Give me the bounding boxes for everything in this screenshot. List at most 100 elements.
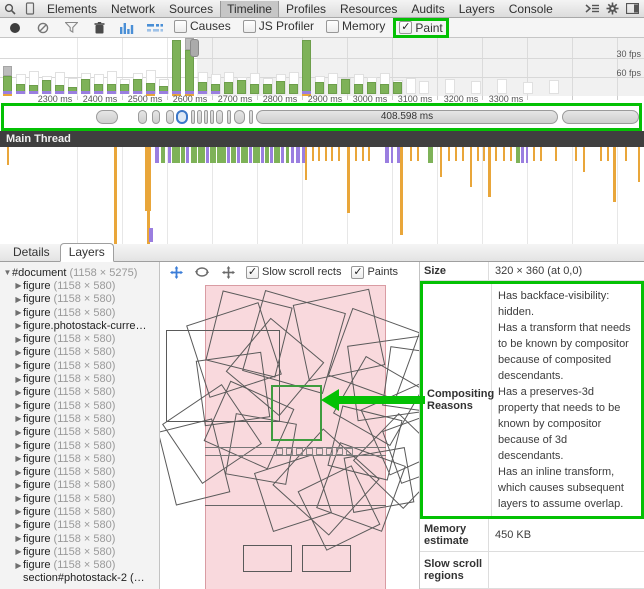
layer-tree-row[interactable]: ▶ figure (1158 × 580) bbox=[0, 479, 159, 492]
figure-layer-outline[interactable] bbox=[166, 330, 280, 422]
selected-layer-rect[interactable] bbox=[271, 385, 322, 441]
layer-tree-row[interactable]: ▶ figure (1158 × 580) bbox=[0, 399, 159, 412]
tab-audits[interactable]: Audits bbox=[411, 1, 445, 16]
checkbox-box[interactable]: ✓ bbox=[351, 265, 365, 279]
layer-tree-row[interactable]: ▶ figure (1158 × 580) bbox=[0, 439, 159, 452]
frame-pill[interactable] bbox=[227, 110, 231, 124]
paint-checkbox[interactable]: ✓ Paint bbox=[399, 21, 443, 35]
tab-layers[interactable]: Layers bbox=[458, 1, 495, 16]
tab-resources[interactable]: Resources bbox=[340, 1, 398, 16]
frame-pill[interactable] bbox=[166, 110, 174, 124]
layer-tree-row[interactable]: ▶ figure (1158 × 580) bbox=[0, 386, 159, 399]
frame-pill[interactable] bbox=[249, 110, 253, 124]
disclosure-triangle-icon[interactable]: ▶ bbox=[15, 454, 22, 464]
disclosure-triangle-icon[interactable]: ▶ bbox=[15, 281, 22, 291]
main-thread-flame-chart[interactable] bbox=[0, 147, 644, 244]
frame-pill[interactable] bbox=[234, 110, 245, 124]
gear-icon[interactable] bbox=[604, 2, 620, 16]
frame-pill[interactable] bbox=[96, 110, 118, 124]
disclosure-triangle-icon[interactable]: ▶ bbox=[15, 401, 22, 411]
clear-button[interactable] bbox=[34, 20, 52, 36]
layer-tree-row[interactable]: ▶ figure (1158 × 580) bbox=[0, 359, 159, 372]
disclosure-triangle-icon[interactable]: ▶ bbox=[15, 334, 22, 344]
frame-pill[interactable] bbox=[152, 110, 160, 124]
device-emulation-icon[interactable] bbox=[22, 2, 38, 16]
slow-scroll-rects-checkbox[interactable]: ✓ Slow scroll rects bbox=[246, 265, 341, 279]
disclosure-triangle-icon[interactable]: ▶ bbox=[15, 560, 22, 570]
disclosure-triangle-icon[interactable]: ▶ bbox=[15, 427, 22, 437]
checkbox-box[interactable] bbox=[326, 19, 340, 33]
checkbox-box[interactable] bbox=[242, 19, 256, 33]
move-mode-icon[interactable] bbox=[220, 265, 236, 279]
disclosure-triangle-icon[interactable]: ▼ bbox=[3, 268, 12, 278]
disclosure-triangle-icon[interactable]: ▶ bbox=[15, 441, 22, 450]
tab-sources[interactable]: Sources bbox=[169, 1, 214, 16]
search-icon[interactable] bbox=[2, 2, 18, 16]
frame-pill-selected[interactable] bbox=[176, 110, 188, 124]
layer-tree-row[interactable]: ▶ figure (1158 × 580) bbox=[0, 505, 159, 518]
tab-network[interactable]: Network bbox=[111, 1, 156, 16]
pan-mode-icon[interactable] bbox=[168, 265, 184, 279]
disclosure-triangle-icon[interactable]: ▶ bbox=[15, 361, 22, 371]
disclosure-triangle-icon[interactable]: ▶ bbox=[15, 534, 22, 544]
layer-tree-row[interactable]: ▶ figure (1158 × 580) bbox=[0, 346, 159, 359]
checkbox-box[interactable] bbox=[174, 19, 187, 33]
disclosure-triangle-icon[interactable]: ▶ bbox=[15, 494, 22, 504]
filter-icon[interactable] bbox=[62, 20, 80, 36]
disclosure-triangle-icon[interactable]: ▶ bbox=[15, 547, 22, 557]
paint-checkbox-box[interactable]: ✓ bbox=[399, 21, 413, 34]
layer-tree-row[interactable]: ▶ figure (1158 × 580) bbox=[0, 492, 159, 505]
document-layer-rect[interactable] bbox=[205, 285, 386, 589]
layer-tree-row[interactable]: section#photostack-2 (… bbox=[0, 572, 159, 585]
layer-tree-row[interactable]: ▶ figure (1158 × 580) bbox=[0, 332, 159, 345]
disclosure-triangle-icon[interactable]: ▶ bbox=[15, 520, 22, 530]
layer-tree-row[interactable]: ▶ figure (1158 × 580) bbox=[0, 372, 159, 385]
layer-tree-row[interactable]: ▶ figure (1158 × 580) bbox=[0, 426, 159, 439]
frame-pill[interactable] bbox=[562, 110, 639, 124]
frame-pill[interactable] bbox=[204, 110, 208, 124]
frame-pill[interactable] bbox=[191, 110, 195, 124]
tab-details[interactable]: Details bbox=[13, 245, 50, 259]
console-drawer-icon[interactable] bbox=[584, 2, 600, 16]
layer-tree-row[interactable]: ▶ figure (1158 × 580) bbox=[0, 559, 159, 572]
memory-checkbox[interactable]: Memory bbox=[326, 19, 385, 33]
layer-tree-row[interactable]: ▶ figure (1158 × 580) bbox=[0, 465, 159, 478]
disclosure-triangle-icon[interactable]: ▶ bbox=[15, 374, 22, 384]
tab-profiles[interactable]: Profiles bbox=[285, 1, 326, 16]
disclosure-triangle-icon[interactable]: ▶ bbox=[15, 467, 22, 477]
frame-pill[interactable] bbox=[197, 110, 202, 124]
frame-pill[interactable] bbox=[138, 110, 147, 124]
layer-tree[interactable]: ▼ #document (1158 × 5275) ▶ figure (1158 × 58… bbox=[0, 262, 160, 589]
disclosure-triangle-icon[interactable]: ▶ bbox=[15, 347, 22, 357]
dock-side-icon[interactable] bbox=[624, 2, 640, 16]
js-profiler-checkbox[interactable]: JS Profiler bbox=[242, 19, 314, 33]
record-button[interactable] bbox=[6, 20, 24, 36]
disclosure-triangle-icon[interactable]: ▶ bbox=[15, 308, 22, 318]
frames-bar-annotated[interactable]: 408.598 ms bbox=[1, 103, 642, 131]
disclosure-triangle-icon[interactable]: ▶ bbox=[15, 480, 22, 490]
layer-tree-row[interactable]: ▶ figure (1158 × 580) bbox=[0, 306, 159, 319]
tab-layers[interactable]: Layers bbox=[59, 243, 114, 262]
disclosure-triangle-icon[interactable]: ▶ bbox=[15, 414, 22, 424]
paints-checkbox[interactable]: ✓ Paints bbox=[351, 265, 398, 279]
layer-tree-row[interactable]: ▼ #document (1158 × 5275) bbox=[0, 266, 159, 279]
events-view-icon[interactable] bbox=[118, 20, 136, 36]
tab-timeline[interactable]: Timeline bbox=[220, 0, 279, 17]
layer-tree-row[interactable]: ▶ figure (1158 × 580) bbox=[0, 532, 159, 545]
tab-elements[interactable]: Elements bbox=[47, 1, 98, 16]
rotate-mode-icon[interactable] bbox=[194, 265, 210, 279]
tab-console[interactable]: Console bbox=[508, 1, 553, 16]
layer-tree-row[interactable]: ▶ figure (1158 × 580) bbox=[0, 412, 159, 425]
frames-view-icon[interactable] bbox=[146, 20, 164, 36]
frame-pill[interactable]: 408.598 ms bbox=[256, 110, 558, 124]
timeline-overview[interactable]: 30 fps 60 fps bbox=[0, 38, 644, 96]
checkbox-box[interactable]: ✓ bbox=[246, 265, 259, 279]
layer-tree-row[interactable]: ▶ figure.photostack-curre… bbox=[0, 319, 159, 332]
layer-tree-row[interactable]: ▶ figure (1158 × 580) bbox=[0, 545, 159, 558]
selection-grip[interactable] bbox=[190, 39, 199, 57]
layer-tree-row[interactable]: ▶ figure (1158 × 580) bbox=[0, 279, 159, 292]
disclosure-triangle-icon[interactable]: ▶ bbox=[15, 387, 22, 397]
causes-checkbox[interactable]: Causes bbox=[174, 19, 231, 33]
layer-tree-row[interactable]: ▶ figure (1158 × 580) bbox=[0, 293, 159, 306]
frame-pill[interactable] bbox=[216, 110, 223, 124]
